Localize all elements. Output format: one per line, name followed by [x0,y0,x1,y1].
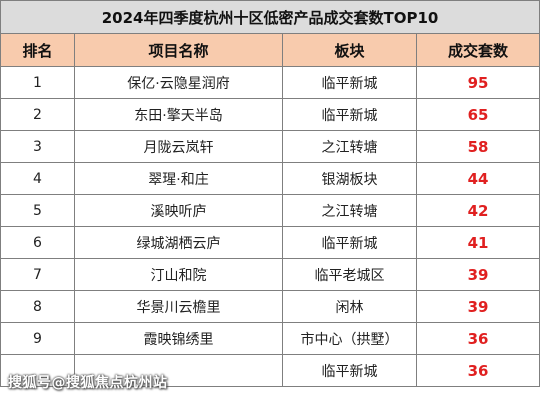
sales-count-cell: 41 [415,226,541,259]
area-cell: 临平新城 [282,98,417,131]
sales-count-cell: 36 [415,354,541,387]
ranking-table-container: 2024年四季度杭州十区低密产品成交套数TOP10 排名 项目名称 板块 成交套… [0,0,541,387]
watermark: 搜狐号@搜狐焦点杭州站 [8,375,168,391]
project-name-cell: 汀山和院 [74,258,283,291]
project-name-cell: 溪映听庐 [74,194,283,227]
table-row: 4 翠瑆·和庄 银湖板块 44 [0,162,541,195]
header-project-name: 项目名称 [74,33,283,67]
table-row: 7 汀山和院 临平老城区 39 [0,258,541,291]
project-name-cell [74,354,283,387]
rank-cell [0,354,75,387]
project-name-cell: 东田·擎天半岛 [74,98,283,131]
title-row: 2024年四季度杭州十区低密产品成交套数TOP10 [0,0,541,34]
header-area: 板块 [282,33,417,67]
sales-count-cell: 39 [415,258,541,291]
area-cell: 之江转塘 [282,130,417,163]
rank-cell: 2 [0,98,75,131]
rank-cell: 5 [0,194,75,227]
area-cell: 临平新城 [282,66,417,99]
project-name-cell: 保亿·云隐星润府 [74,66,283,99]
sales-count-cell: 36 [415,322,541,355]
header-sales-count: 成交套数 [415,33,541,67]
table-row: 9 霞映锦绣里 市中心（拱墅） 36 [0,322,541,355]
sales-count-cell: 65 [415,98,541,131]
table-row: 2 东田·擎天半岛 临平新城 65 [0,98,541,131]
rank-cell: 1 [0,66,75,99]
rank-cell: 9 [0,322,75,355]
sales-count-cell: 44 [415,162,541,195]
area-cell: 闲林 [282,290,417,323]
table-row: 1 保亿·云隐星润府 临平新城 95 [0,66,541,99]
ranking-table: 2024年四季度杭州十区低密产品成交套数TOP10 排名 项目名称 板块 成交套… [0,0,541,387]
project-name-cell: 霞映锦绣里 [74,322,283,355]
rank-cell: 6 [0,226,75,259]
rank-cell: 4 [0,162,75,195]
project-name-cell: 月陇云岚轩 [74,130,283,163]
header-row: 排名 项目名称 板块 成交套数 [0,33,541,67]
area-cell: 临平新城 [282,354,417,387]
sales-count-cell: 39 [415,290,541,323]
table-row: 临平新城 36 [0,354,541,387]
table-row: 6 绿城湖栖云庐 临平新城 41 [0,226,541,259]
project-name-cell: 华景川云檐里 [74,290,283,323]
table-row: 5 溪映听庐 之江转塘 42 [0,194,541,227]
rank-cell: 3 [0,130,75,163]
sales-count-cell: 95 [415,66,541,99]
project-name-cell: 绿城湖栖云庐 [74,226,283,259]
table-row: 3 月陇云岚轩 之江转塘 58 [0,130,541,163]
area-cell: 之江转塘 [282,194,417,227]
area-cell: 临平新城 [282,226,417,259]
project-name-cell: 翠瑆·和庄 [74,162,283,195]
table-title: 2024年四季度杭州十区低密产品成交套数TOP10 [0,0,541,34]
rank-cell: 8 [0,290,75,323]
sales-count-cell: 58 [415,130,541,163]
header-rank: 排名 [0,33,75,67]
area-cell: 临平老城区 [282,258,417,291]
rank-cell: 7 [0,258,75,291]
table-row: 8 华景川云檐里 闲林 39 [0,290,541,323]
sales-count-cell: 42 [415,194,541,227]
area-cell: 市中心（拱墅） [282,322,417,355]
area-cell: 银湖板块 [282,162,417,195]
